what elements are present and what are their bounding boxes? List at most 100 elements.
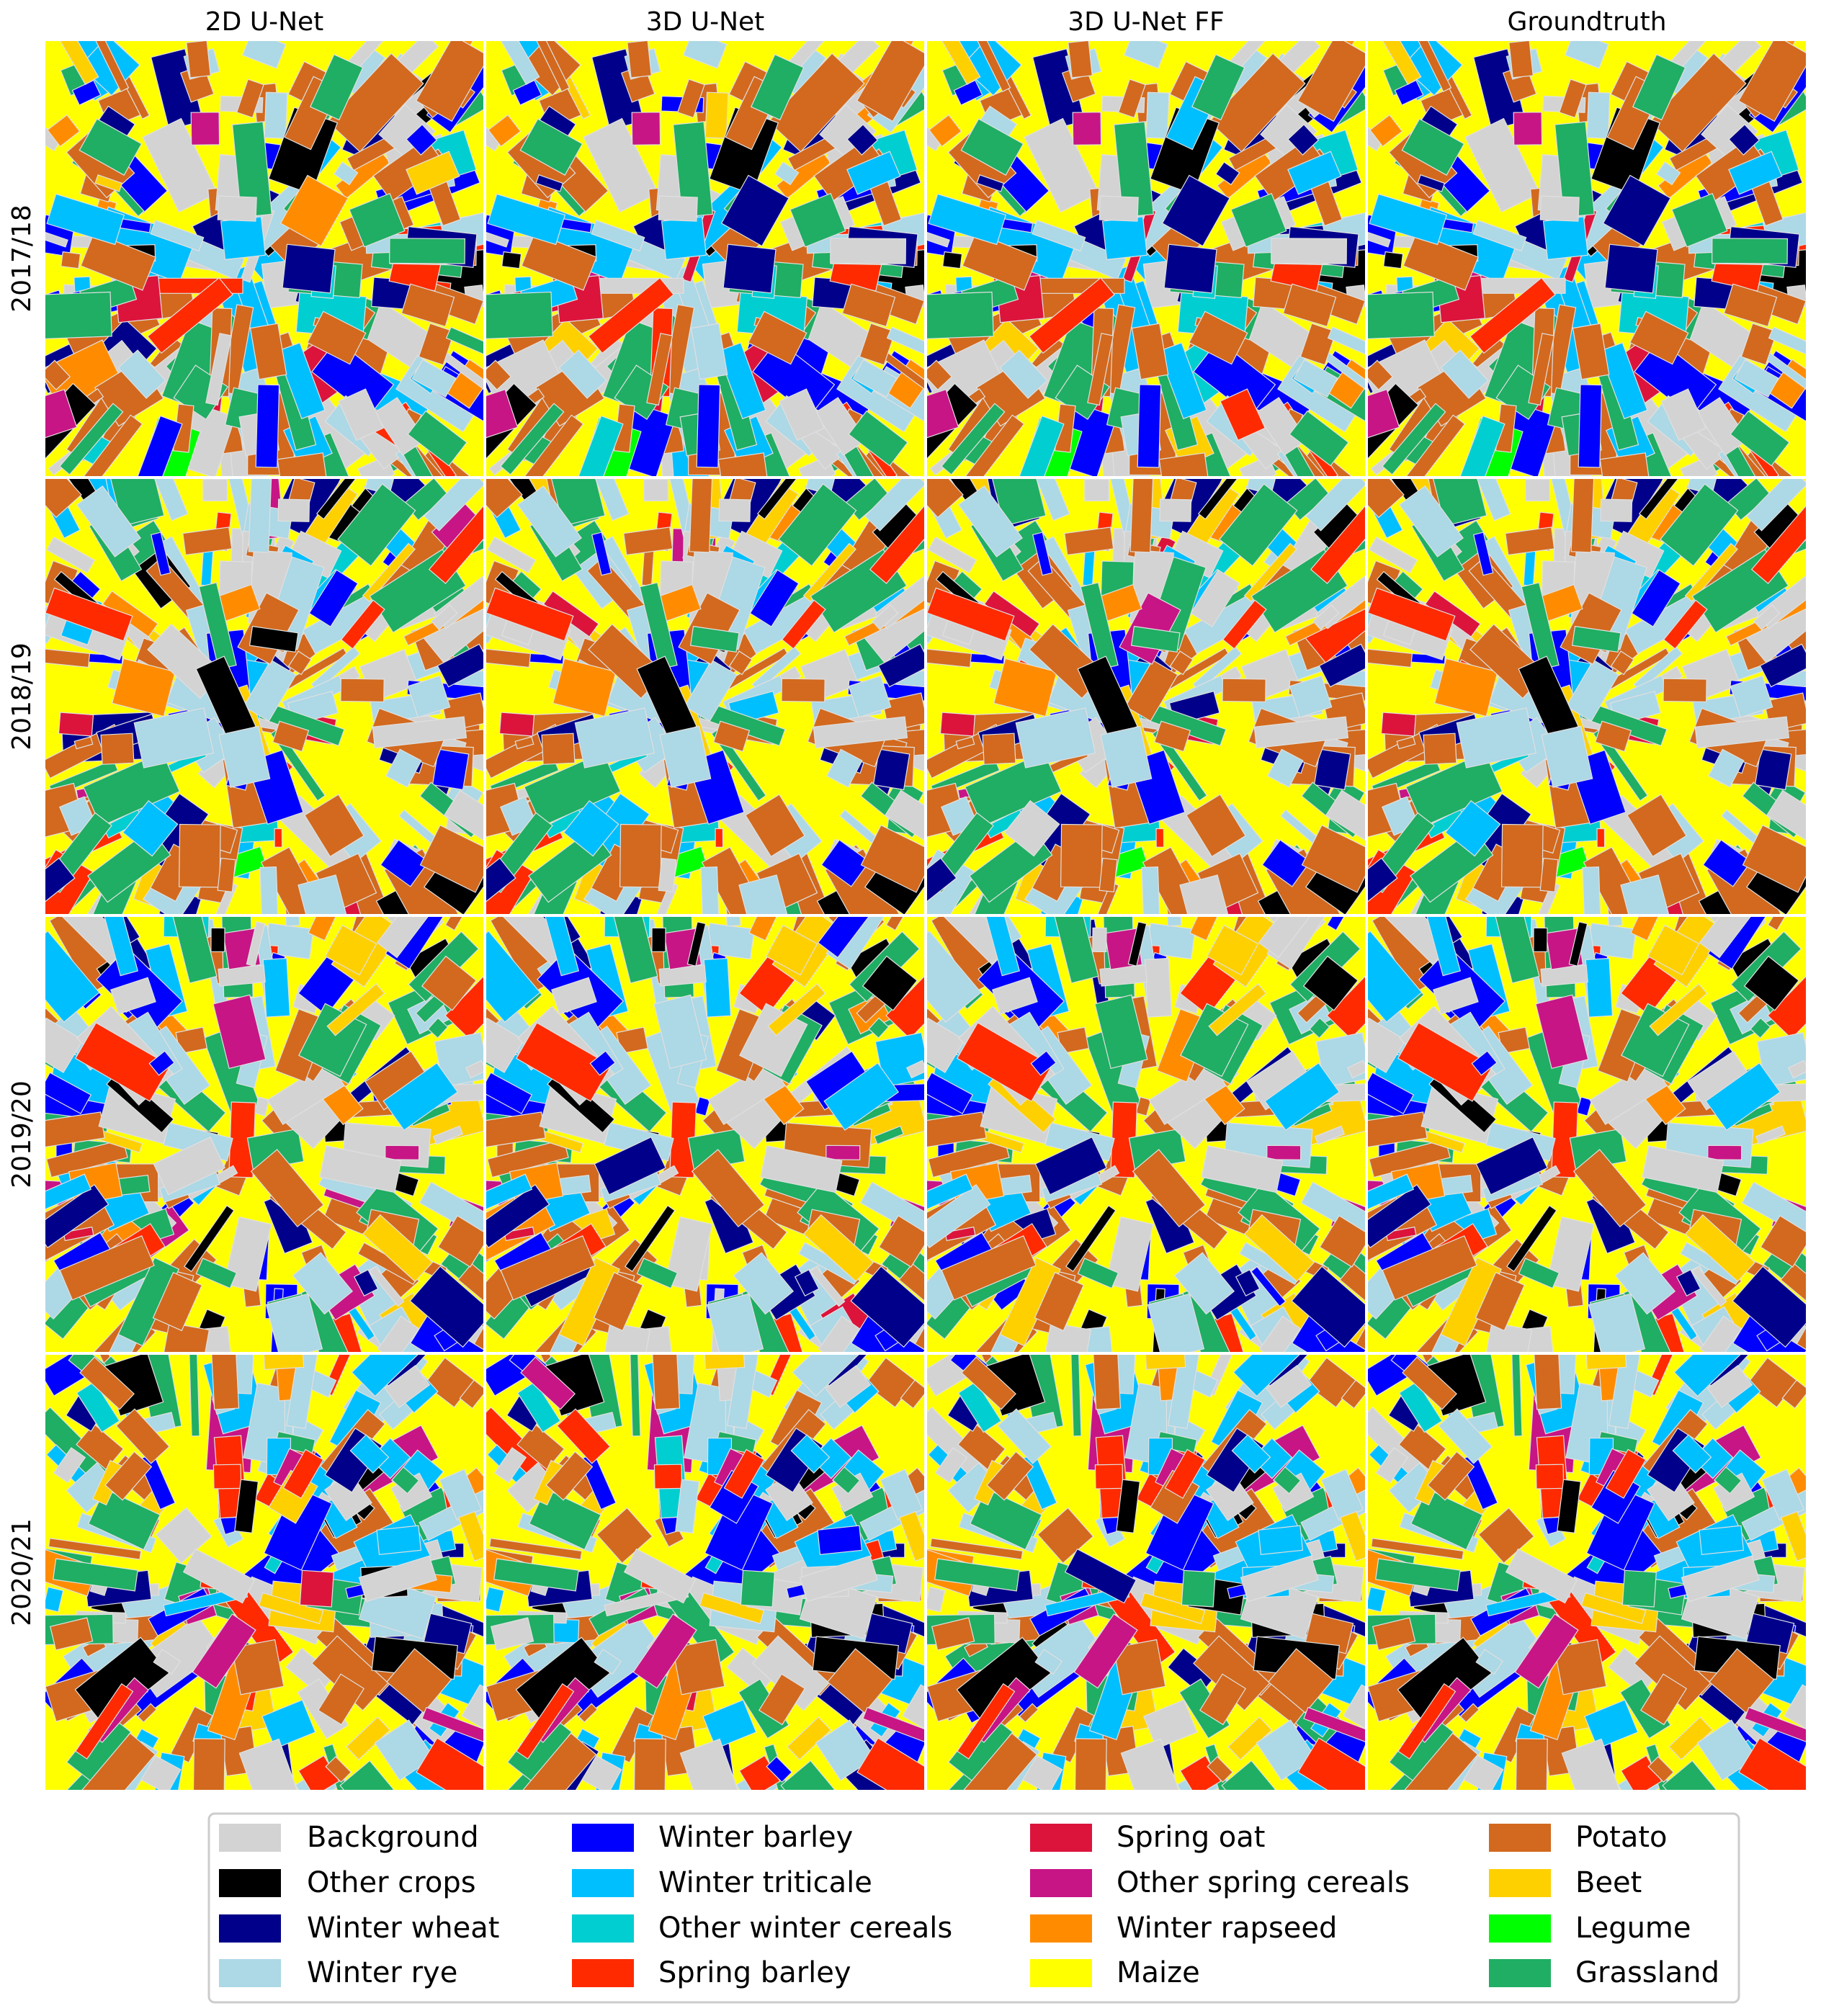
field [578, 1703, 599, 1723]
legend-swatch [572, 1824, 634, 1852]
field [563, 799, 619, 857]
field [150, 532, 171, 576]
field [1087, 333, 1114, 406]
field [1600, 498, 1633, 522]
field [172, 917, 218, 984]
field [898, 1263, 924, 1302]
field [1343, 1684, 1365, 1729]
legend-swatch [1030, 1869, 1092, 1897]
field [1605, 1448, 1647, 1499]
field [424, 479, 483, 532]
field [792, 1355, 859, 1397]
field [45, 388, 78, 439]
field [1672, 1434, 1712, 1474]
field [999, 1257, 1062, 1347]
field [374, 1719, 435, 1781]
field [623, 527, 674, 556]
field [1631, 569, 1681, 627]
field [1714, 1466, 1742, 1495]
field [653, 1464, 683, 1489]
field [927, 1183, 991, 1249]
field [297, 874, 347, 914]
legend-label: Grassland [1575, 1956, 1719, 1989]
field [115, 1408, 170, 1464]
field [1082, 547, 1096, 586]
field [189, 1355, 200, 1437]
field [1372, 1617, 1416, 1651]
field [100, 733, 135, 765]
field [1728, 124, 1760, 156]
field [625, 1204, 676, 1273]
field [711, 727, 767, 802]
field [880, 1469, 923, 1521]
field [1754, 748, 1792, 791]
field [884, 789, 924, 841]
field [514, 736, 534, 750]
field [190, 112, 220, 145]
field [1495, 403, 1517, 453]
field [1303, 1706, 1365, 1742]
field [1037, 1507, 1094, 1564]
field [982, 733, 1016, 765]
field [687, 1128, 746, 1171]
field [94, 174, 123, 192]
field [1475, 1271, 1526, 1332]
field [1124, 659, 1178, 722]
field [955, 736, 975, 750]
field [1222, 678, 1266, 703]
field [661, 216, 707, 261]
field [669, 1101, 697, 1178]
field [457, 1263, 483, 1302]
map-panel [927, 41, 1365, 476]
field [794, 1268, 820, 1297]
field [369, 1265, 405, 1307]
field [1578, 384, 1603, 468]
field [1019, 415, 1065, 476]
field [905, 1059, 924, 1079]
field [1506, 1204, 1557, 1273]
field [1684, 542, 1738, 602]
field [45, 291, 112, 339]
field [1339, 1510, 1365, 1562]
field [249, 625, 299, 653]
field [1742, 824, 1806, 893]
field [1054, 917, 1099, 984]
field [756, 479, 797, 520]
field [1099, 195, 1139, 222]
field [1116, 1479, 1141, 1534]
field [993, 658, 1057, 717]
field [591, 532, 612, 576]
field [1266, 917, 1325, 970]
field [1073, 1613, 1138, 1689]
field [684, 659, 738, 722]
field [1231, 1434, 1271, 1474]
field [643, 479, 669, 502]
field [1240, 1555, 1319, 1603]
field [1572, 1149, 1647, 1228]
field [1521, 582, 1560, 671]
field [46, 193, 125, 246]
field [259, 866, 279, 914]
field [234, 1479, 259, 1534]
field [961, 1356, 1016, 1410]
field [1639, 1673, 1688, 1726]
field [45, 1586, 64, 1613]
field [1065, 1204, 1117, 1273]
field [1030, 1050, 1057, 1076]
field [826, 917, 885, 970]
map-panel [45, 41, 483, 476]
field [1746, 479, 1806, 532]
field [486, 648, 532, 668]
field [1533, 927, 1548, 953]
field [830, 238, 907, 264]
field [217, 195, 257, 222]
field [810, 1265, 846, 1307]
field [192, 1738, 225, 1790]
field [1024, 117, 1100, 213]
field [1723, 283, 1778, 328]
field [1766, 789, 1806, 841]
field [117, 1257, 180, 1347]
field [941, 1235, 1037, 1301]
field [1634, 1635, 1712, 1711]
field [310, 53, 364, 121]
